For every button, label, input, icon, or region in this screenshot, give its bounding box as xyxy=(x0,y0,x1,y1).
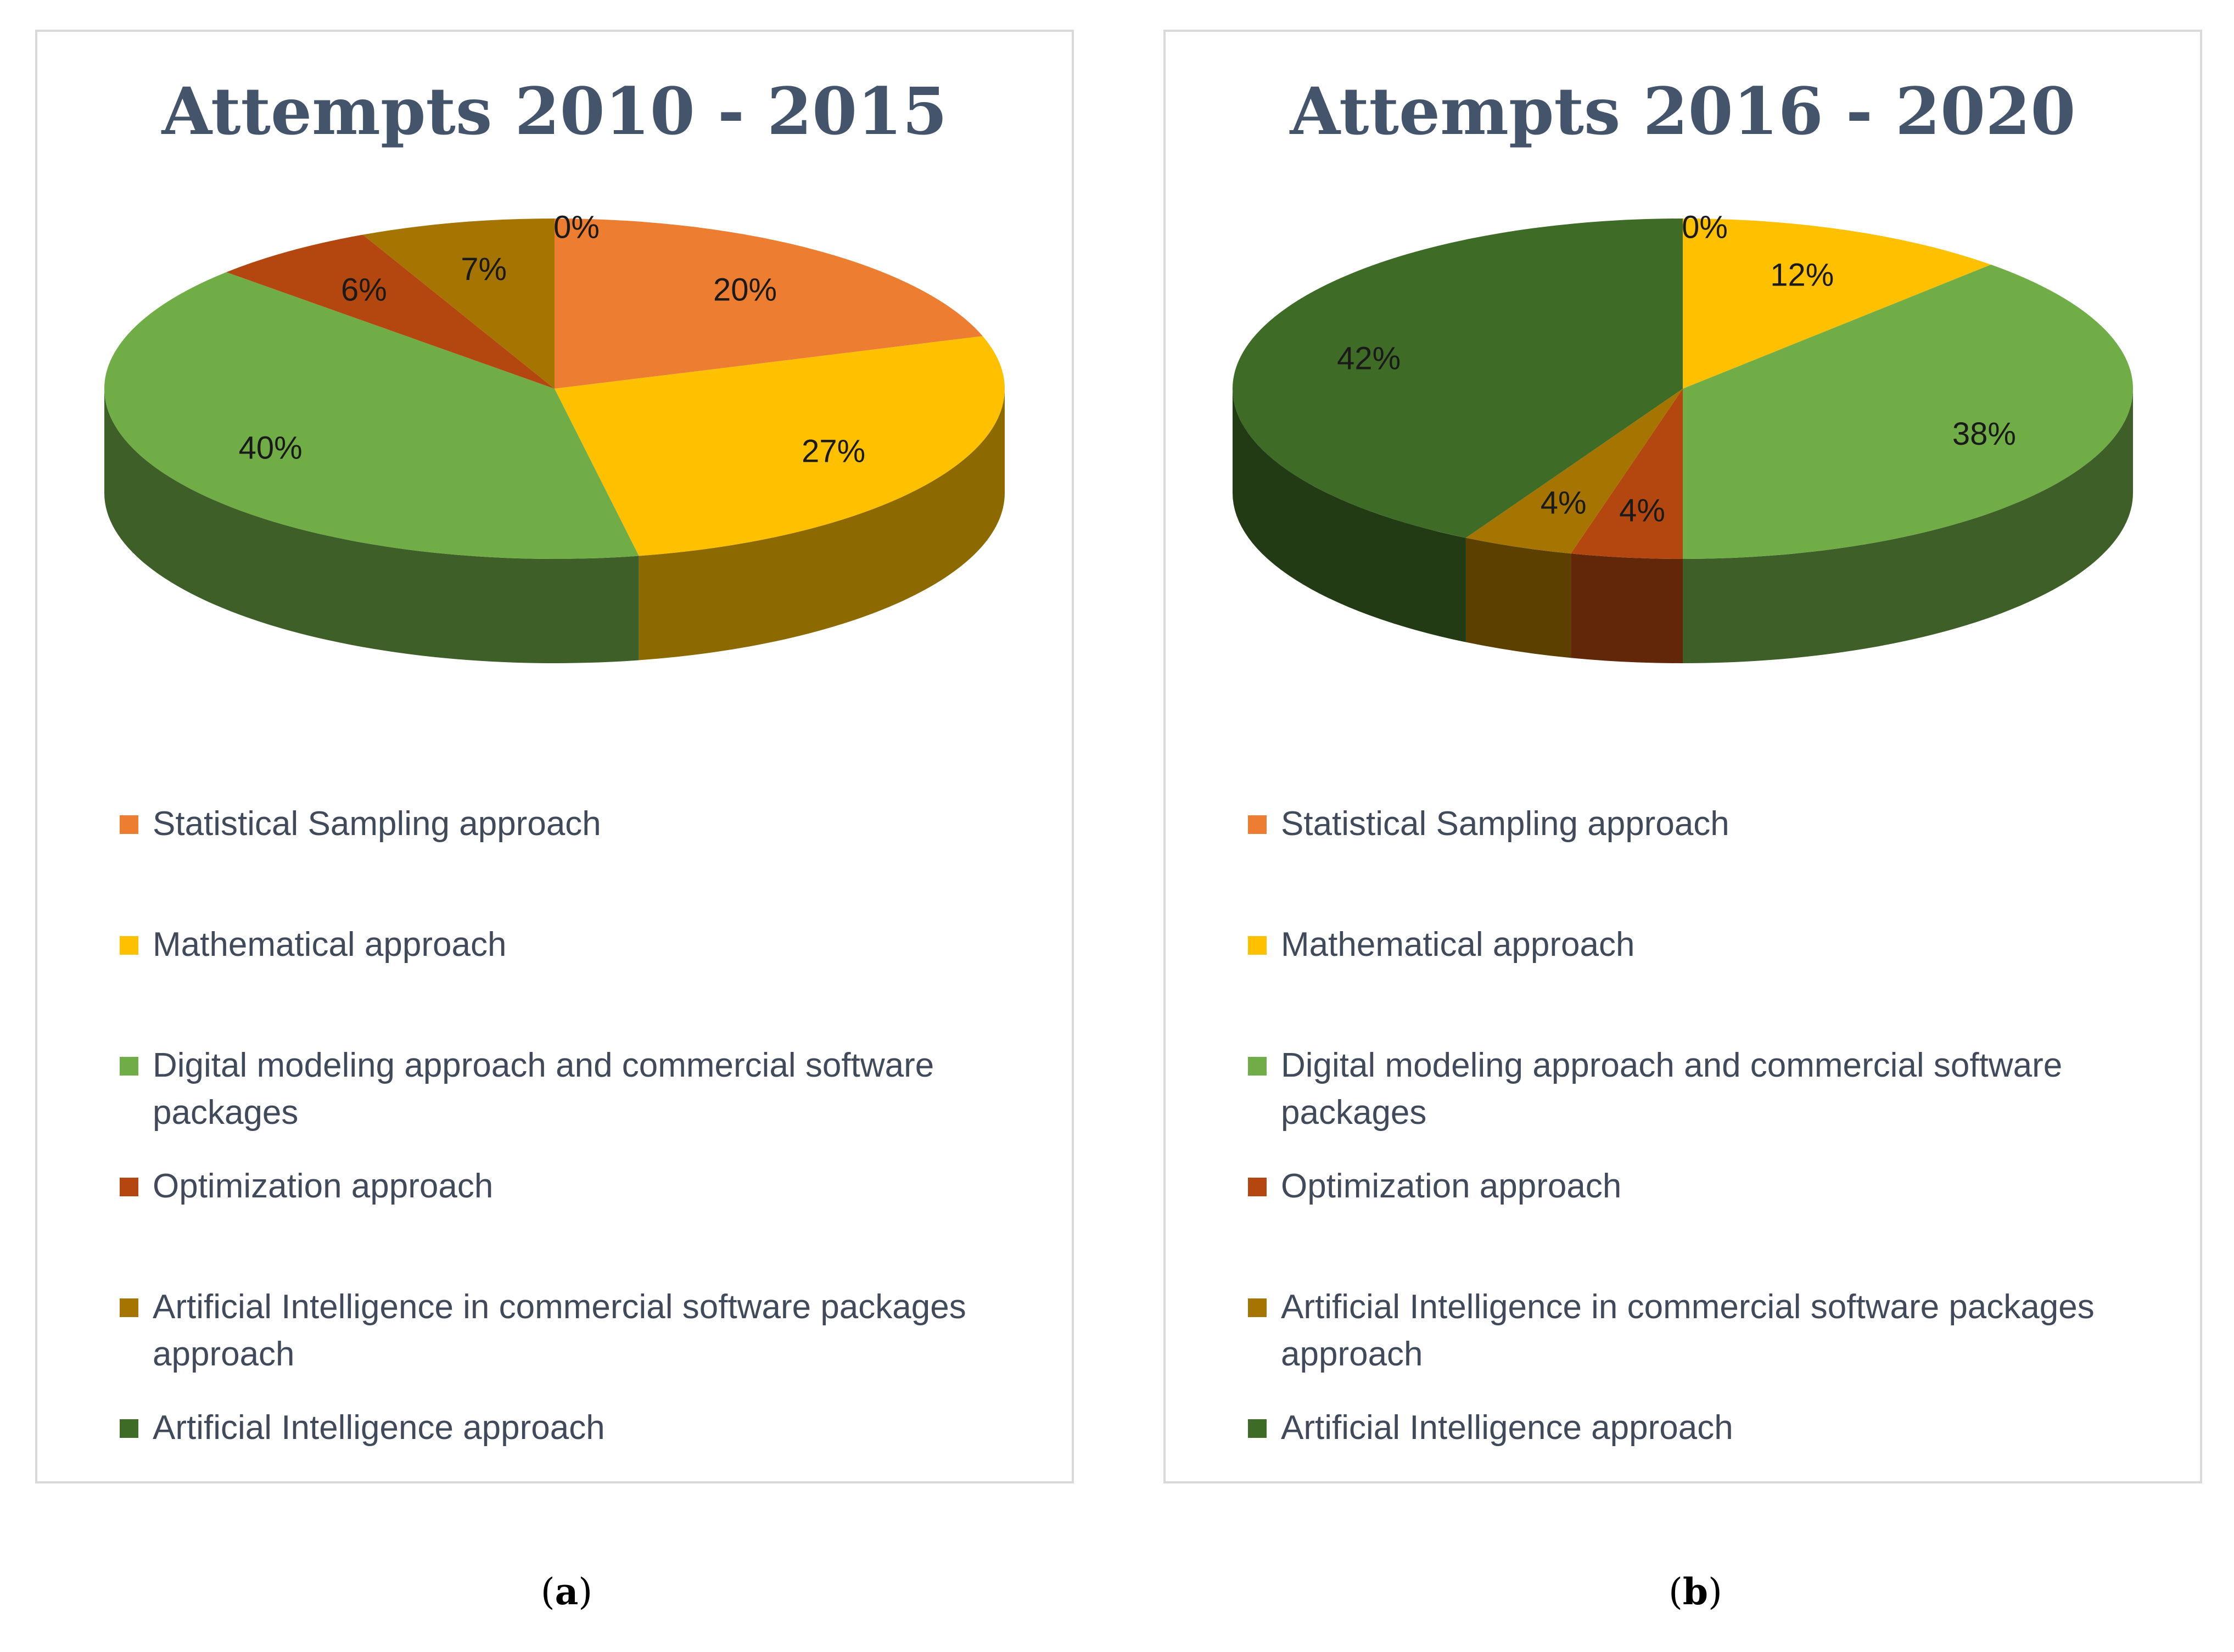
data-label-artificial-intelligence-in-commercial-software-packages-approach: 7% xyxy=(461,251,507,287)
data-label-statistical-sampling-approach: 20% xyxy=(713,272,777,307)
legend-label: Statistical Sampling approach xyxy=(153,805,601,843)
pie-slice-artificial-intelligence-approach xyxy=(1233,219,1683,538)
caption-a: (a) xyxy=(540,1570,593,1613)
data-label-artificial-intelligence-approach: 0% xyxy=(553,210,600,245)
caption-b: (b) xyxy=(1668,1570,1722,1613)
pie-slices xyxy=(104,219,1005,559)
pie-slice-statistical-sampling-approach xyxy=(555,219,983,389)
legend-label: Artificial Intelligence in commercial so… xyxy=(153,1288,966,1373)
pie-data-labels: 20% 27% 40% 6% 7% 0% xyxy=(239,210,866,469)
legend-swatch xyxy=(120,1057,138,1076)
pie-side-optimization-approach xyxy=(1571,553,1683,663)
pie-side-artificial-intelligence-in-commercial-software-packages-approach xyxy=(1465,537,1571,658)
legend-swatch xyxy=(120,815,138,834)
pie-side-digital-modeling-approach-and-commercial-software-packages xyxy=(1683,389,2133,663)
pie-slice-optimization-approach xyxy=(226,234,555,389)
legend-label: Mathematical approach xyxy=(153,926,507,964)
data-label-optimization-approach: 4% xyxy=(1619,492,1665,528)
legend-label: Statistical Sampling approach xyxy=(1281,805,1729,843)
pie-slice-digital-modeling-approach-and-commercial-software-packages xyxy=(1683,265,2133,559)
pie-slice-artificial-intelligence-in-commercial-software-packages-approach xyxy=(362,219,555,389)
legend-label: Artificial Intelligence in commercial so… xyxy=(1281,1288,2095,1373)
legend-swatch xyxy=(120,1178,138,1196)
pie-slice-mathematical-approach xyxy=(1683,219,1991,389)
pie-slice-artificial-intelligence-in-commercial-software-packages-approach xyxy=(1465,389,1683,554)
legend-label: Mathematical approach xyxy=(1281,926,1635,964)
pie-side-artificial-intelligence-approach xyxy=(1233,389,1466,642)
legend-swatch xyxy=(1248,1057,1267,1076)
pie-chart: 0% 12% 38% 4% 4% 42% xyxy=(1233,210,2133,663)
pie-slice-mathematical-approach xyxy=(555,336,1005,556)
pie-chart: 20% 27% 40% 6% 7% 0% xyxy=(104,210,1005,663)
data-label-mathematical-approach: 12% xyxy=(1770,257,1834,293)
chart-title: Attempts 2016 - 2020 xyxy=(1290,73,2076,149)
legend-swatch xyxy=(120,936,138,955)
data-label-artificial-intelligence-approach: 42% xyxy=(1337,340,1401,376)
legend-swatch xyxy=(1248,1298,1267,1317)
data-label-digital-modeling-approach-and-commercial-software-packages: 40% xyxy=(239,430,303,466)
pie-data-labels: 0% 12% 38% 4% 4% 42% xyxy=(1337,210,2016,529)
pie-side-digital-modeling-approach-and-commercial-software-packages xyxy=(104,389,639,663)
pie-side-walls xyxy=(104,389,1005,663)
legend-label: Optimization approach xyxy=(153,1167,494,1205)
chart-panel-b: Attempts 2016 - 2020 0% 12% 38% 4% 4% 42% Sta… xyxy=(1163,30,2202,1483)
legend-swatch xyxy=(1248,936,1267,955)
pie-slice-optimization-approach xyxy=(1571,389,1683,559)
pie-side-walls xyxy=(1233,389,2133,663)
chart-title: Attempts 2010 - 2015 xyxy=(161,73,948,149)
legend-label: Optimization approach xyxy=(1281,1167,1622,1205)
data-label-digital-modeling-approach-and-commercial-software-packages: 38% xyxy=(1952,416,2016,452)
pie-side-mathematical-approach xyxy=(639,389,1005,660)
data-label-mathematical-approach: 27% xyxy=(802,434,865,469)
legend-label: Artificial Intelligence approach xyxy=(153,1409,605,1447)
legend-label: Digital modeling approach and commercial… xyxy=(153,1046,934,1132)
pie-slice-digital-modeling-approach-and-commercial-software-packages xyxy=(104,272,639,559)
legend-swatch xyxy=(120,1419,138,1438)
chart-panel-a: Attempts 2010 - 2015 20% 27% 40% 6% 7% 0% Sta… xyxy=(35,30,1074,1483)
legend-label: Artificial Intelligence approach xyxy=(1281,1409,1733,1447)
legend-swatch xyxy=(120,1298,138,1317)
legend-label: Digital modeling approach and commercial… xyxy=(1281,1046,2063,1132)
legend-swatch xyxy=(1248,815,1267,834)
legend-swatch xyxy=(1248,1419,1267,1438)
legend-swatch xyxy=(1248,1178,1267,1196)
pie-slices xyxy=(1233,219,2133,559)
data-label-optimization-approach: 6% xyxy=(341,272,387,307)
data-label-statistical-sampling-approach: 0% xyxy=(1682,210,1728,245)
data-label-artificial-intelligence-in-commercial-software-packages-approach: 4% xyxy=(1541,485,1587,521)
